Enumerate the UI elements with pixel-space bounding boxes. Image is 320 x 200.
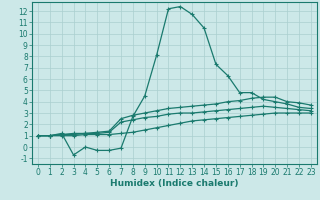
- X-axis label: Humidex (Indice chaleur): Humidex (Indice chaleur): [110, 179, 239, 188]
